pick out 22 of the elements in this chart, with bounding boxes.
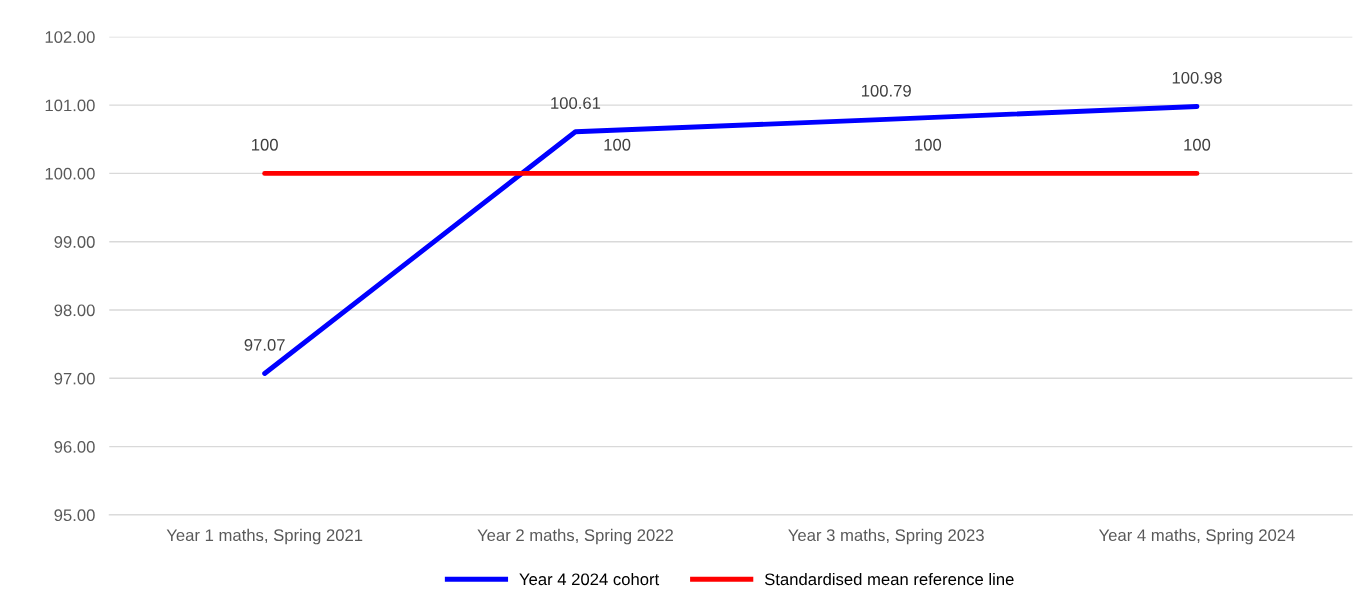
y-tick-label: 102.00 [45,31,95,43]
y-tick-label: 101.00 [45,99,95,112]
y-tick-label: 96.00 [54,441,95,453]
x-tick-label: Year 1 maths, Spring 2021 [166,528,363,545]
legend-label: Standardised mean reference line [764,572,1014,586]
data-label: 100 [1184,138,1211,151]
data-label: 100.98 [1172,71,1222,84]
y-tick-label: 95.00 [54,509,95,522]
data-label: 100 [604,138,631,151]
legend-label: Year 4 2024 cohort [519,572,660,586]
x-tick-label: Year 2 maths, Spring 2022 [477,528,673,545]
x-tick-label: Year 3 maths, Spring 2023 [788,528,984,545]
data-label: 100.79 [861,84,911,97]
y-tick-label: 97.00 [54,372,95,385]
y-tick-label: 99.00 [54,236,95,248]
data-label: 97.07 [244,338,285,351]
x-tick-label: Year 4 maths, Spring 2024 [1098,528,1295,545]
data-label: 100 [915,138,942,151]
data-label: 100 [252,138,278,151]
data-label: 100.61 [551,97,601,109]
y-tick-label: 98.00 [54,304,95,317]
y-tick-label: 100.00 [45,167,95,180]
